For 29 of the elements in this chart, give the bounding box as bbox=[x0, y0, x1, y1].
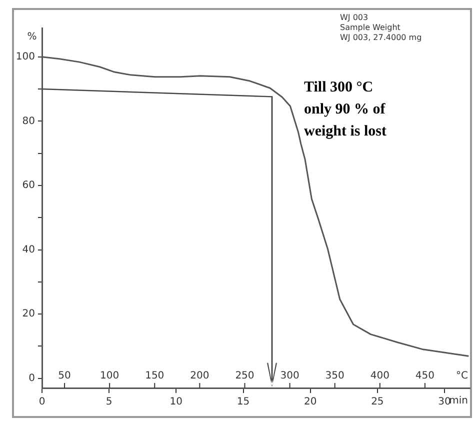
x2-tick-label: 450 bbox=[415, 370, 434, 382]
x2-tick-label: 350 bbox=[325, 370, 344, 382]
x2-tick-label: 250 bbox=[235, 370, 254, 382]
y-tick-label: 40 bbox=[22, 244, 35, 256]
x-tick-label: 25 bbox=[371, 396, 384, 408]
x-tick-label: 15 bbox=[236, 396, 250, 408]
x2-tick-label: 100 bbox=[100, 370, 120, 382]
text: WJ 003 bbox=[340, 13, 368, 22]
x-tick-label: 0 bbox=[38, 396, 46, 408]
x2-tick-label: 400 bbox=[370, 370, 390, 382]
y-tick-label: 20 bbox=[22, 308, 35, 320]
annotation: Till 300 °C only 90 % of weight is lost bbox=[304, 79, 387, 140]
y-axis-title: % bbox=[27, 32, 37, 43]
x2-tick-label: 150 bbox=[145, 370, 164, 382]
x-axis-title: min bbox=[449, 396, 468, 407]
y-tick-label: 100 bbox=[16, 52, 35, 63]
x-tick-label: 30 bbox=[438, 396, 451, 408]
y-tick-label: 80 bbox=[22, 116, 35, 127]
annotation: WJ 003, 27.4000 mg bbox=[340, 33, 422, 42]
y-tick-label: 60 bbox=[22, 180, 35, 192]
x-tick-label: 10 bbox=[170, 396, 183, 408]
x-tick-label: 5 bbox=[106, 396, 112, 408]
x-tick-label: 20 bbox=[304, 396, 317, 408]
x2-axis-title: °C bbox=[456, 370, 468, 382]
y-tick-label: 0 bbox=[28, 372, 35, 384]
x2-tick-label: 200 bbox=[190, 370, 210, 382]
x2-tick-label: 300 bbox=[280, 370, 300, 382]
x2-tick-label: 50 bbox=[58, 370, 71, 382]
annotation: Sample Weight bbox=[340, 23, 400, 32]
